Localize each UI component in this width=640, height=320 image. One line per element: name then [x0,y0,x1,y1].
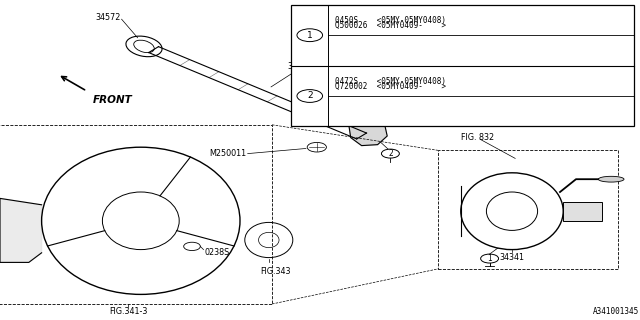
Bar [438,150,618,269]
Circle shape [297,90,323,102]
Circle shape [381,149,399,158]
Text: A341001345: A341001345 [593,307,639,316]
Text: 34341: 34341 [499,253,525,262]
Text: 1: 1 [307,31,312,40]
Text: 34572: 34572 [95,13,120,22]
Bar [563,202,602,221]
Circle shape [297,29,323,42]
Text: 0472S    <05MY-05MY0408): 0472S <05MY-05MY0408) [335,76,445,85]
Bar [291,5,634,126]
Text: FIG.341-3: FIG.341-3 [109,307,147,316]
Text: 1: 1 [487,254,492,263]
Polygon shape [349,115,387,146]
Bar [0,125,272,304]
Text: FIG. 832: FIG. 832 [461,133,494,142]
Text: Q500026  <05MY0409-    >: Q500026 <05MY0409- > [335,21,445,30]
Text: 34531: 34531 [287,62,312,71]
Polygon shape [0,198,42,262]
Circle shape [481,254,499,263]
Text: 34351A: 34351A [359,81,390,90]
Text: FIG.343: FIG.343 [260,267,291,276]
Text: 2: 2 [307,92,312,100]
Text: 2: 2 [388,149,393,158]
Ellipse shape [598,176,624,182]
Text: FRONT: FRONT [93,95,132,105]
Text: 0238S: 0238S [205,248,230,257]
Text: M250011: M250011 [209,149,246,158]
Text: 0450S    <05MY-05MY0408): 0450S <05MY-05MY0408) [335,16,445,25]
Text: Q720002  <05MY0409-    >: Q720002 <05MY0409- > [335,82,445,91]
